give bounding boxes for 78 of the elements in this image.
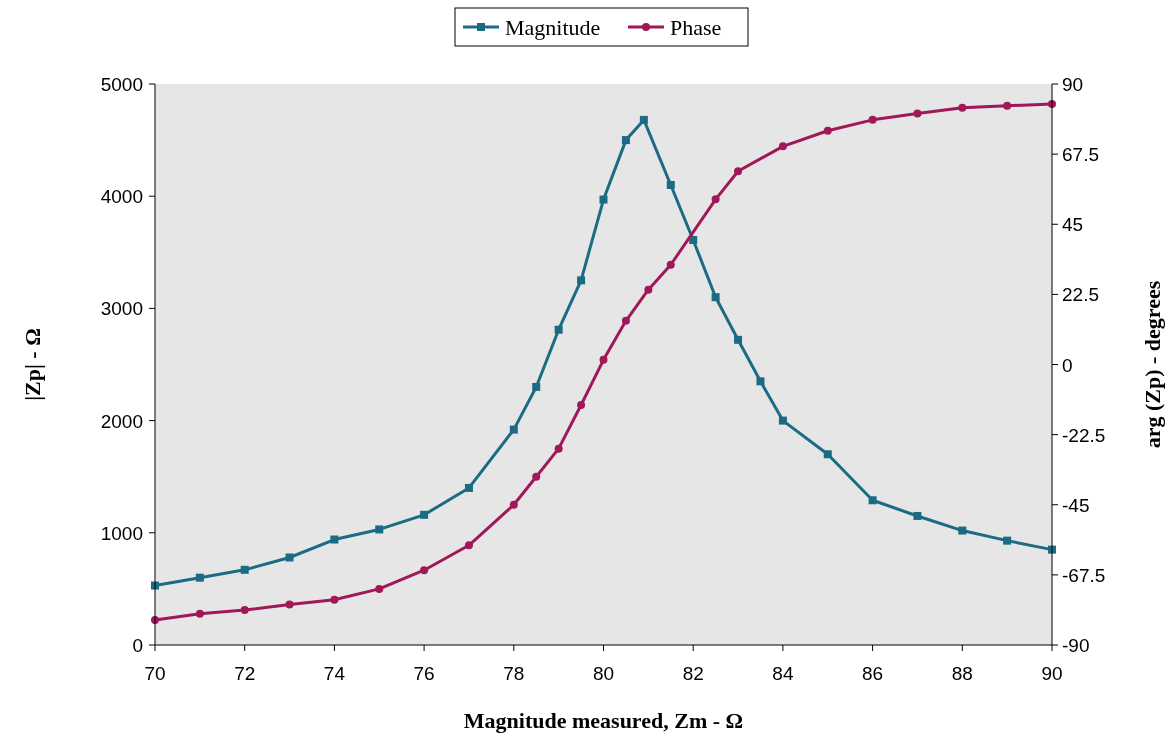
point — [195, 573, 204, 582]
point — [464, 541, 473, 550]
y-tick-label: 3000 — [100, 298, 143, 320]
x-tick-label: 72 — [234, 663, 256, 684]
x-tick-label: 78 — [503, 663, 525, 684]
y2-tick-label: 90 — [1062, 74, 1084, 95]
point — [868, 496, 877, 505]
point — [958, 526, 967, 535]
point — [577, 276, 586, 285]
point — [1003, 101, 1012, 110]
point — [240, 565, 249, 574]
x-tick-label: 84 — [772, 663, 794, 684]
point — [823, 450, 832, 459]
x-tick-label: 70 — [144, 663, 166, 684]
point — [285, 600, 294, 609]
y-tick-label: 2000 — [100, 410, 143, 432]
x-tick-label: 86 — [862, 663, 884, 684]
point — [532, 472, 541, 481]
point — [711, 293, 720, 302]
y-tick-label: 0 — [132, 635, 143, 656]
point — [420, 510, 429, 519]
point — [509, 500, 518, 509]
point — [639, 115, 648, 124]
y2-tick-label: 22.5 — [1062, 284, 1099, 306]
y2-axis-title: arg (Zp) - degrees — [1140, 280, 1165, 449]
x-axis-title: Magnitude measured, Zm - Ω — [463, 708, 744, 733]
legend-label: Magnitude — [505, 15, 601, 40]
point — [778, 142, 787, 151]
point — [666, 180, 675, 189]
point — [375, 584, 384, 593]
point — [621, 136, 630, 145]
point — [554, 444, 563, 453]
point — [756, 377, 765, 386]
point — [958, 103, 967, 112]
point — [868, 115, 877, 124]
x-tick-label: 76 — [413, 663, 435, 684]
point — [734, 335, 743, 344]
y2-tick-label: 67.5 — [1062, 144, 1099, 166]
point — [913, 109, 922, 118]
legend-label: Phase — [670, 15, 722, 40]
y-tick-label: 4000 — [100, 186, 143, 208]
point — [823, 126, 832, 135]
point — [644, 285, 653, 294]
point — [599, 355, 608, 364]
x-tick-label: 88 — [951, 663, 973, 684]
y2-tick-label: -90 — [1062, 635, 1090, 656]
point — [240, 606, 249, 615]
point — [464, 483, 473, 492]
point — [532, 382, 541, 391]
x-tick-label: 74 — [323, 663, 346, 684]
point — [913, 511, 922, 520]
point — [330, 535, 339, 544]
point — [285, 553, 294, 562]
x-tick-label: 82 — [682, 663, 704, 684]
point — [420, 566, 429, 575]
point — [577, 401, 586, 410]
y-tick-label: 5000 — [100, 74, 143, 95]
y2-tick-label: 0 — [1062, 354, 1073, 376]
point — [509, 425, 518, 434]
point — [554, 325, 563, 334]
y2-tick-label: 45 — [1062, 214, 1084, 236]
point — [599, 195, 608, 204]
x-tick-label: 80 — [592, 663, 615, 684]
y-axis-title: |Zp| - Ω — [20, 328, 45, 401]
point — [195, 609, 204, 618]
point — [621, 316, 630, 325]
point — [734, 167, 743, 176]
x-tick-label: 90 — [1041, 663, 1063, 684]
point — [1003, 536, 1012, 545]
y-tick-label: 1000 — [100, 522, 143, 544]
point — [778, 416, 787, 425]
point — [711, 195, 720, 204]
point — [666, 260, 675, 269]
y2-tick-label: -45 — [1062, 494, 1090, 516]
point — [330, 595, 339, 604]
point — [375, 525, 384, 534]
y2-tick-label: -67.5 — [1062, 564, 1106, 586]
y2-tick-label: -22.5 — [1062, 424, 1106, 446]
